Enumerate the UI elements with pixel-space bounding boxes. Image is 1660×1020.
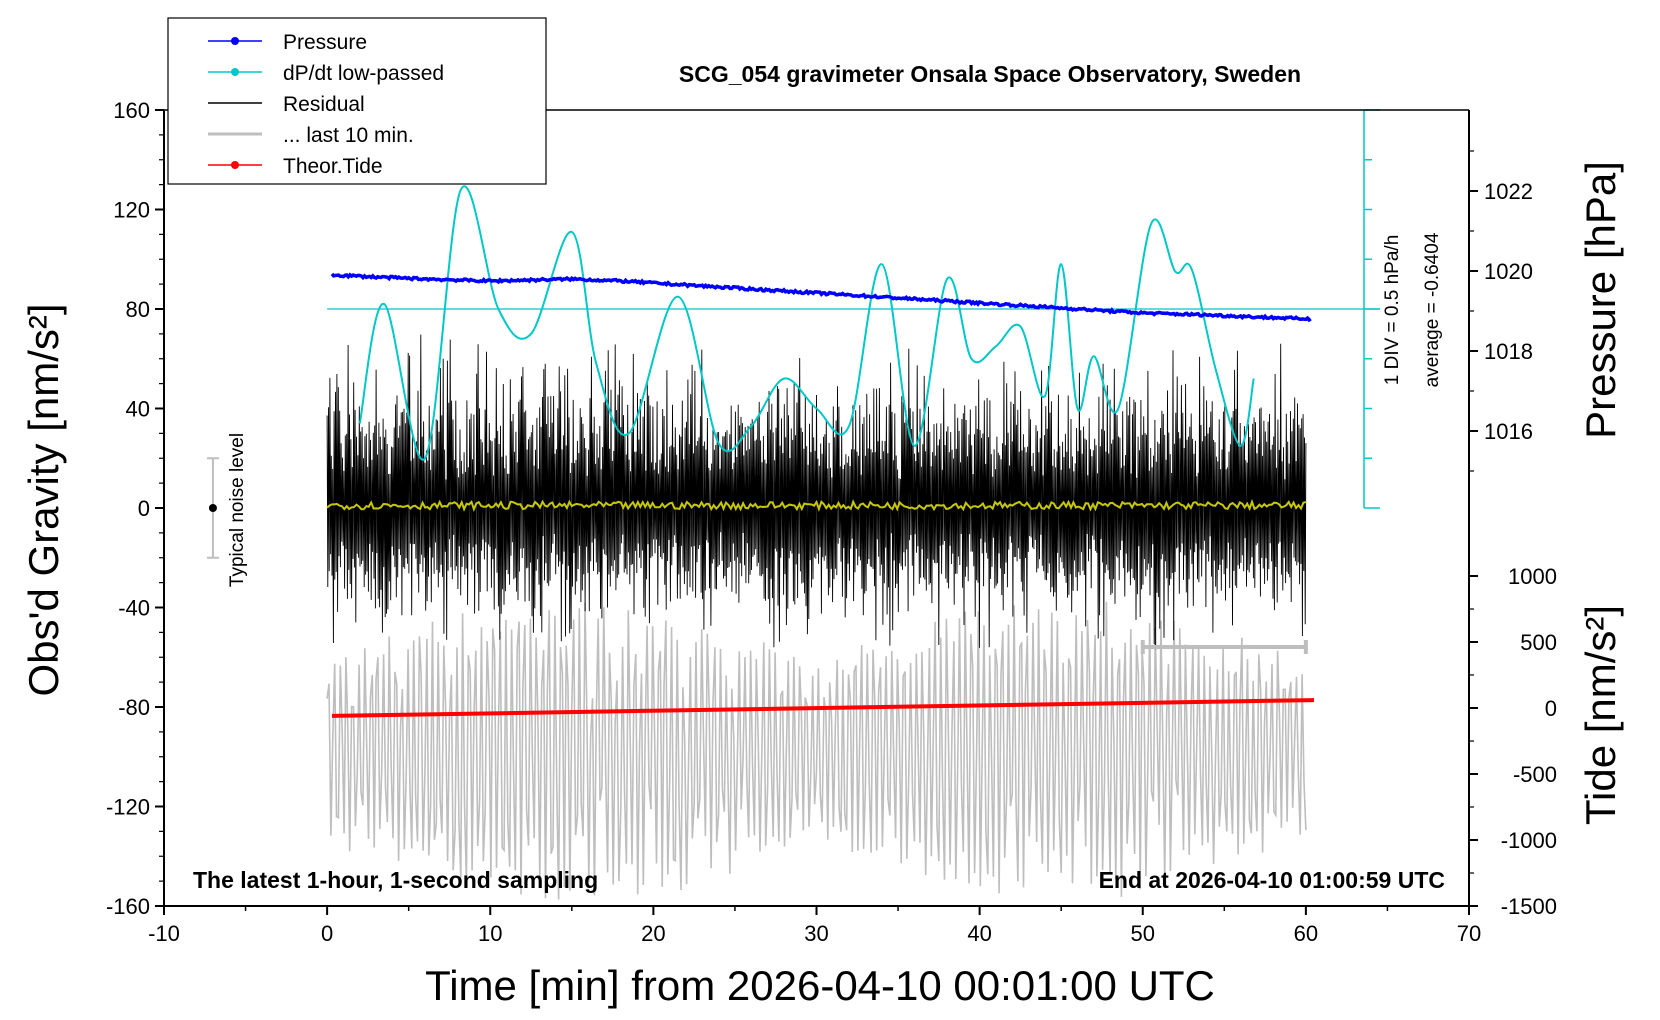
tide-tick-label: -500: [1513, 762, 1557, 787]
tide-tick-label: 500: [1520, 630, 1557, 655]
axes-layer: -10 0 10 20 30 40 50 60 70-160-120-80-4004080120…: [106, 98, 1557, 946]
tide-tick-label: 0: [1545, 696, 1557, 721]
pressure-tick-label: 1018: [1484, 339, 1533, 364]
y-tick-label: -160: [106, 894, 150, 919]
div-label: 1 DIV = 0.5 hPa/h: [1382, 235, 1403, 386]
noise-level-label: Typical noise level: [227, 433, 248, 587]
legend-label: Theor.Tide: [283, 155, 383, 178]
series-residual-smoothed-line: [326, 498, 1307, 513]
tide-tick-label: 1000: [1508, 564, 1557, 589]
y-tick-label: 40: [126, 397, 150, 422]
x-tick-label: 20: [641, 921, 665, 946]
legend: Pressure dP/dt low-passed Residual ... last…: [167, 17, 547, 185]
series-residual-line: [326, 334, 1307, 650]
x-tick-label: -10: [148, 921, 180, 946]
series-pressure-line: [330, 272, 1312, 323]
y-tick-label: 120: [113, 198, 150, 223]
y-axis-title-pressure: Pressure [hPa]: [1577, 161, 1624, 439]
x-tick-label: 70: [1457, 921, 1481, 946]
legend-swatch-marker: [231, 68, 239, 76]
legend-swatch-marker: [231, 37, 239, 45]
series-dpdt-line: [358, 185, 1255, 461]
x-tick-label: 30: [804, 921, 828, 946]
y-tick-label: -80: [118, 695, 150, 720]
legend-label: Pressure: [283, 31, 367, 54]
y-tick-label: 80: [126, 297, 150, 322]
legend-box: [167, 17, 547, 185]
background-series-layer: [326, 601, 1307, 900]
legend-swatch-marker: [231, 161, 239, 169]
tide-tick-label: -1500: [1501, 894, 1557, 919]
average-label: average = -0.6404: [1422, 232, 1443, 387]
y-tick-label: 160: [113, 98, 150, 123]
y-axis-title-left: Obs'd Gravity [nm/s²]: [20, 303, 67, 696]
y-tick-label: -120: [106, 795, 150, 820]
x-tick-label: 0: [321, 921, 333, 946]
tide-tick-label: -1000: [1501, 828, 1557, 853]
note-bottom-right: End at 2026-04-10 01:00:59 UTC: [1099, 867, 1445, 893]
series-layer: [206, 109, 1380, 718]
x-axis-title: Time [min] from 2026-04-10 00:01:00 UTC: [425, 962, 1215, 1009]
note-bottom-left: The latest 1-hour, 1-second sampling: [193, 867, 598, 893]
legend-label: ... last 10 min.: [283, 124, 414, 147]
pressure-tick-label: 1016: [1484, 419, 1533, 444]
x-tick-label: 50: [1131, 921, 1155, 946]
series-theor-tide-line: [331, 698, 1315, 718]
legend-label: Residual: [283, 93, 365, 116]
x-tick-label: 10: [478, 921, 502, 946]
chart-title: SCG_054 gravimeter Onsala Space Observat…: [679, 61, 1301, 87]
x-tick-label: 60: [1294, 921, 1318, 946]
noise-level-center-dot: [208, 504, 217, 512]
pressure-tick-label: 1022: [1484, 179, 1533, 204]
pressure-tick-label: 1020: [1484, 259, 1533, 284]
y-axis-title-tide: Tide [nm/s²]: [1577, 605, 1624, 825]
x-tick-label: 40: [967, 921, 991, 946]
y-tick-label: -40: [118, 596, 150, 621]
legend-label: dP/dt low-passed: [283, 62, 444, 85]
series-last-10-min-line: [326, 601, 1307, 900]
y-tick-label: 0: [138, 496, 150, 521]
